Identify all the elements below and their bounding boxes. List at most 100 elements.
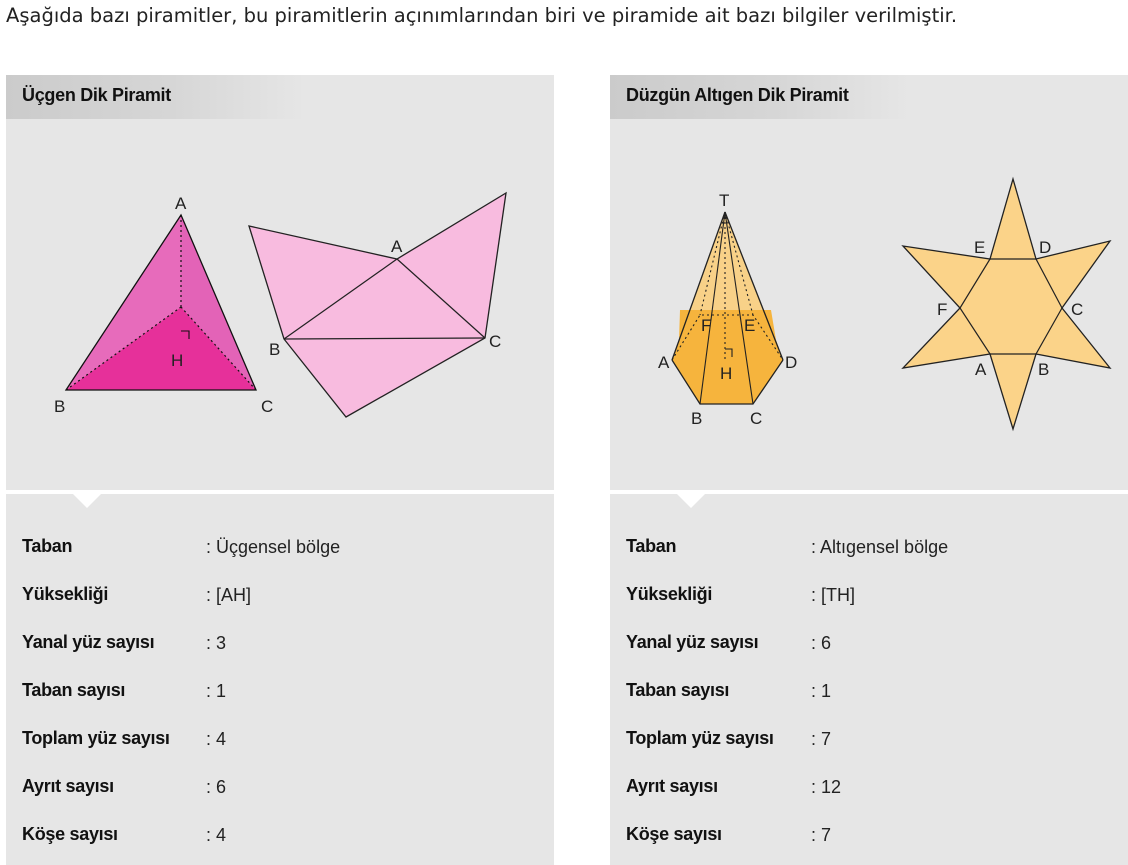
info-row: Ayrıt sayısı : 6 (22, 776, 554, 806)
vertex-label-C: C (261, 397, 273, 416)
vertex-label-D: D (785, 353, 797, 372)
front-face (66, 307, 256, 390)
vertex-label-C: C (750, 409, 762, 428)
pointer-notch (73, 494, 101, 508)
info-row: Toplam yüz sayısı : 4 (22, 728, 554, 758)
info-key: Köşe sayısı (22, 824, 118, 844)
hidden-edge (65, 306, 182, 391)
net-label-E: E (974, 238, 985, 257)
info-area: Taban : Üçgensel bölge Yüksekliği : [AH] Y… (6, 494, 554, 865)
intro-text: Aşağıda bazı piramitler, bu piramitlerin… (6, 4, 958, 27)
net-label-B: B (1038, 360, 1049, 379)
hexagonal-pyramid-figure: T A B C D E F H E D F C A B (658, 176, 1112, 432)
info-value: : Altıgensel bölge (811, 537, 949, 557)
info-value: : [TH] (811, 585, 855, 605)
panel-title: Düzgün Altıgen Dik Piramit (626, 85, 849, 105)
info-row: Taban : Altıgensel bölge (626, 536, 1128, 566)
vertex-label-A: A (658, 353, 670, 372)
info-key: Toplam yüz sayısı (22, 728, 170, 748)
info-row: Ayrıt sayısı : 12 (626, 776, 1128, 806)
net-label-C: C (489, 332, 501, 351)
info-value: : 4 (206, 825, 227, 845)
info-key: Köşe sayısı (626, 824, 722, 844)
info-row: Yüksekliği : [TH] (626, 584, 1128, 614)
panel-title: Üçgen Dik Piramit (22, 85, 171, 105)
vertex-label-B: B (691, 409, 702, 428)
info-row: Köşe sayısı : 4 (22, 824, 554, 854)
info-area: Taban : Altıgensel bölge Yüksekliği : [TH]… (610, 494, 1128, 865)
info-key: Ayrıt sayısı (626, 776, 718, 796)
net-outline (901, 176, 1112, 432)
panel-title-bar: Üçgen Dik Piramit (6, 75, 306, 119)
info-key: Yüksekliği (626, 584, 713, 604)
hidden-base (671, 314, 784, 361)
lateral-edge (724, 211, 784, 361)
vertex-label-B: B (54, 397, 65, 416)
info-key: Taban (22, 536, 73, 556)
info-value: : 6 (206, 777, 227, 797)
base-visible (671, 359, 784, 405)
info-row: Yüksekliği : [AH] (22, 584, 554, 614)
vertex-label-F: F (701, 316, 711, 335)
vertex-label-A: A (175, 194, 187, 213)
vertex-label-E: E (744, 316, 755, 335)
info-value: : 1 (811, 681, 832, 701)
hexagonal-pyramid-panel: Düzgün Altıgen Dik Piramit T A B C (610, 75, 1128, 865)
net-label-A: A (391, 237, 403, 256)
foot-label-H: H (171, 351, 183, 370)
lateral-edge (671, 211, 726, 361)
right-angle-mark (725, 348, 733, 357)
net-label-B: B (269, 340, 280, 359)
info-value: : 3 (206, 633, 227, 653)
panel-title-bar: Düzgün Altıgen Dik Piramit (610, 75, 910, 119)
lateral-edge (724, 211, 754, 405)
hexagonal-pyramid-net: E D F C A B (901, 176, 1112, 432)
info-row: Yanal yüz sayısı: 6 (626, 632, 1128, 662)
info-key: Yanal yüz sayısı (22, 632, 155, 652)
net-label-F: F (937, 300, 947, 319)
info-value: : 7 (811, 729, 832, 749)
net-label-D: D (1039, 238, 1051, 257)
net-label-A: A (975, 360, 987, 379)
net-label-C: C (1071, 300, 1083, 319)
outline (64, 213, 257, 391)
figure-area: Düzgün Altıgen Dik Piramit T A B C (610, 75, 1128, 490)
net-fold-edge (396, 258, 486, 339)
info-key: Taban (626, 536, 677, 556)
info-value: : Üçgensel bölge (206, 537, 341, 557)
figure-area: Üçgen Dik Piramit A B C H (6, 75, 554, 490)
net-fold-edge (283, 337, 486, 340)
foot-label-H: H (720, 364, 732, 383)
info-row: Taban sayısı : 1 (22, 680, 554, 710)
info-value: : [AH] (206, 585, 252, 605)
lateral-lower (672, 310, 783, 404)
net-base-hexagon (959, 258, 1063, 355)
net-fold-edge (283, 258, 398, 340)
info-row: Taban sayısı : 1 (626, 680, 1128, 710)
info-row: Toplam yüz sayısı : 7 (626, 728, 1128, 758)
info-value: : 12 (811, 777, 842, 797)
info-row: Taban : Üçgensel bölge (22, 536, 554, 566)
info-key: Taban sayısı (22, 680, 126, 700)
triangular-pyramid-panel: Üçgen Dik Piramit A B C H (6, 75, 554, 865)
triangular-pyramid-figure: A B C H A B C (54, 191, 507, 418)
hexagonal-pyramid-solid: T A B C D E F H (658, 191, 797, 428)
net-outline (248, 191, 507, 418)
hidden-edge (180, 306, 257, 391)
lateral-edge (699, 211, 726, 405)
info-row: Köşe sayısı : 7 (626, 824, 1128, 854)
info-value: : 7 (811, 825, 832, 845)
info-row: Yanal yüz sayısı : 3 (22, 632, 554, 662)
info-key: Toplam yüz sayısı (626, 728, 774, 748)
info-value: : 4 (206, 729, 227, 749)
triangular-pyramid-net: A B C (248, 191, 507, 418)
info-key: Taban sayısı (626, 680, 730, 700)
info-value: : 1 (206, 681, 227, 701)
apex-label-T: T (719, 191, 729, 210)
info-key: Ayrıt sayısı (22, 776, 114, 796)
info-value: : 6 (811, 633, 832, 653)
triangular-pyramid-solid: A B C H (54, 194, 273, 416)
pointer-notch (677, 494, 705, 508)
info-key: Yüksekliği (22, 584, 109, 604)
right-angle-mark (181, 330, 190, 339)
